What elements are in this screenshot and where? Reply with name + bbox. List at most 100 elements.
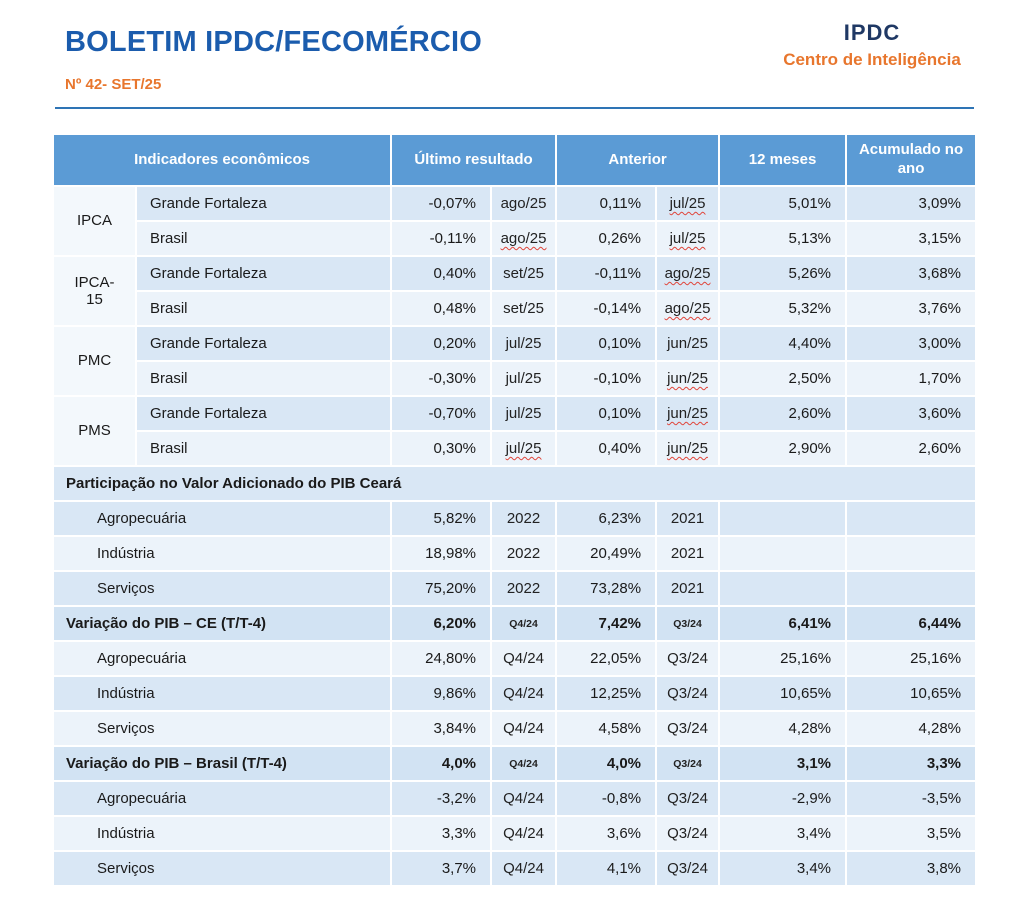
previous-value-cell: -0,8%	[555, 780, 658, 817]
last-result-value-cell: 0,20%	[390, 325, 493, 362]
last-result-ref-cell: Q4/24	[490, 850, 558, 887]
previous-ref-date: Q3/24	[667, 860, 708, 877]
indicators-table-body: IPCA Grande Fortaleza -0,07% ago/25 0,11% jul…	[51, 185, 978, 887]
previous-value-cell: -0,11%	[555, 255, 658, 292]
page-title: BOLETIM IPDC/FECOMÉRCIO	[65, 26, 483, 58]
table-row: PMS Grande Fortaleza -0,70% jul/25 0,10% jun/…	[52, 395, 978, 467]
previous-ref-cell: ago/25	[655, 290, 721, 327]
previous-ref-cell: jun/25	[655, 430, 721, 467]
previous-value-cell: 4,0%	[555, 745, 658, 782]
table-row: Brasil 0,30% jul/25 0,40% jun/25 2,90% 2,60%	[53, 430, 978, 467]
sub-label-cell: Agropecuária	[51, 640, 393, 677]
previous-ref-date: jul/25	[669, 230, 706, 247]
previous-ref-date: jul/25	[669, 195, 706, 212]
last-result-ref-date: Q4/24	[503, 790, 544, 807]
twelve-months-value-cell: 3,4%	[718, 815, 848, 852]
indicator-label-cell: Grande Fortaleza	[134, 255, 393, 292]
previous-value-cell: 6,23%	[555, 500, 658, 537]
last-result-ref-cell: Q4/24	[490, 605, 558, 642]
previous-ref-date: ago/25	[664, 265, 711, 282]
last-result-ref-date: jul/25	[505, 335, 542, 352]
twelve-months-value-cell: 4,40%	[718, 325, 848, 362]
last-result-ref-date: Q4/24	[503, 825, 544, 842]
table-header-row: Indicadores econômicos Último resultado …	[51, 133, 978, 187]
col-header-indicadores: Indicadores econômicos	[51, 133, 393, 187]
twelve-months-value-cell: 2,90%	[718, 430, 848, 467]
last-result-ref-date: 2022	[506, 510, 541, 527]
twelve-months-value-cell: 5,32%	[718, 290, 848, 327]
last-result-value-cell: -3,2%	[390, 780, 493, 817]
ytd-accumulated-value-cell: 6,44%	[845, 605, 978, 642]
twelve-months-value-cell	[718, 535, 848, 572]
table-row: Variação do PIB – Brasil (T/T-4) 4,0% Q4/2…	[51, 745, 978, 782]
previous-ref-cell: 2021	[655, 500, 721, 537]
sub-label-cell: Serviços	[51, 710, 393, 747]
last-result-ref-cell: Q4/24	[490, 815, 558, 852]
previous-ref-cell: 2021	[655, 535, 721, 572]
total-label-cell: Variação do PIB – Brasil (T/T-4)	[51, 745, 393, 782]
issue-number: Nº 42- SET/25	[65, 76, 162, 93]
ytd-accumulated-value-cell: 2,60%	[845, 430, 978, 467]
table-row: IPCA- 15 Grande Fortaleza 0,40% set/25 -0,11…	[52, 255, 978, 327]
ytd-accumulated-value-cell: -3,5%	[845, 780, 978, 817]
sub-label-cell: Indústria	[51, 815, 393, 852]
last-result-ref-date: ago/25	[500, 230, 547, 247]
last-result-value-cell: -0,30%	[390, 360, 493, 397]
last-result-ref-cell: ago/25	[490, 220, 558, 257]
last-result-ref-cell: set/25	[490, 290, 558, 327]
previous-value-cell: 20,49%	[555, 535, 658, 572]
last-result-value-cell: 75,20%	[390, 570, 493, 607]
last-result-ref-date: Q4/24	[503, 860, 544, 877]
previous-ref-date: Q3/24	[667, 650, 708, 667]
twelve-months-value-cell	[718, 570, 848, 607]
twelve-months-value-cell: 2,60%	[718, 395, 848, 432]
previous-value-cell: 7,42%	[555, 605, 658, 642]
last-result-ref-cell: jul/25	[490, 395, 558, 432]
table-row: Participação no Valor Adicionado do PIB …	[51, 465, 978, 502]
page-header: BOLETIM IPDC/FECOMÉRCIO Nº 42- SET/25 IP…	[0, 0, 1024, 93]
indicator-label-cell: Brasil	[134, 220, 393, 257]
twelve-months-value-cell: 5,13%	[718, 220, 848, 257]
ytd-accumulated-value-cell	[845, 535, 978, 572]
previous-value-cell: 0,10%	[555, 325, 658, 362]
last-result-ref-cell: Q4/24	[490, 780, 558, 817]
twelve-months-value-cell: 5,01%	[718, 185, 848, 222]
last-result-ref-date: Q4/24	[503, 650, 544, 667]
twelve-months-value-cell: 10,65%	[718, 675, 848, 712]
indicator-group-cell: IPCA- 15	[52, 255, 137, 327]
twelve-months-value-cell: 3,1%	[718, 745, 848, 782]
indicator-label-cell: Grande Fortaleza	[134, 325, 393, 362]
previous-ref-date: ago/25	[664, 300, 711, 317]
last-result-ref-date: 2022	[506, 580, 541, 597]
previous-ref-cell: 2021	[655, 570, 721, 607]
previous-value-cell: 0,10%	[555, 395, 658, 432]
previous-value-cell: 12,25%	[555, 675, 658, 712]
last-result-ref-date: jul/25	[505, 370, 542, 387]
total-label-cell: Variação do PIB – CE (T/T-4)	[51, 605, 393, 642]
last-result-ref-cell: set/25	[490, 255, 558, 292]
previous-value-cell: 0,11%	[555, 185, 658, 222]
last-result-ref-date: ago/25	[500, 195, 547, 212]
previous-ref-cell: ago/25	[655, 255, 721, 292]
previous-value-cell: 0,26%	[555, 220, 658, 257]
ytd-accumulated-value-cell: 3,09%	[845, 185, 978, 222]
previous-value-cell: -0,10%	[555, 360, 658, 397]
sub-label-cell: Indústria	[51, 675, 393, 712]
col-header-12-meses: 12 meses	[718, 133, 848, 187]
ytd-accumulated-value-cell: 3,8%	[845, 850, 978, 887]
last-result-ref-cell: Q4/24	[490, 640, 558, 677]
previous-ref-date: Q3/24	[673, 757, 702, 770]
last-result-value-cell: 0,48%	[390, 290, 493, 327]
last-result-ref-cell: ago/25	[490, 185, 558, 222]
last-result-ref-date: Q4/24	[503, 685, 544, 702]
indicator-group-cell: PMC	[52, 325, 137, 397]
table-row: Brasil 0,48% set/25 -0,14% ago/25 5,32% 3,76%	[53, 290, 978, 327]
previous-value-cell: 4,1%	[555, 850, 658, 887]
header-divider	[55, 107, 974, 109]
previous-ref-date: Q3/24	[667, 825, 708, 842]
previous-ref-cell: Q3/24	[655, 780, 721, 817]
last-result-ref-cell: Q4/24	[490, 675, 558, 712]
last-result-ref-date: set/25	[503, 265, 544, 282]
previous-ref-date: jun/25	[667, 440, 708, 457]
